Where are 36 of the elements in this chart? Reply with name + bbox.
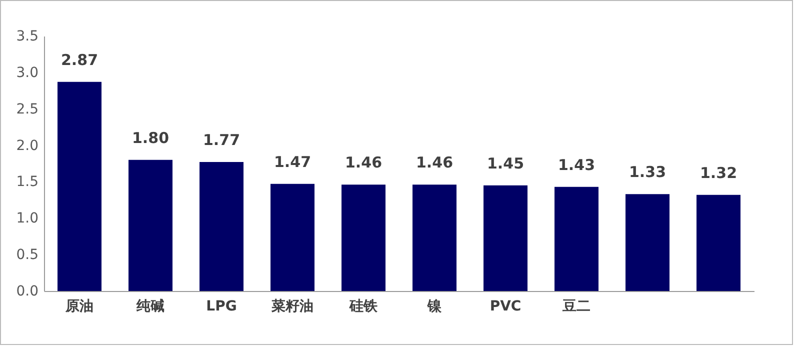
x-tick-label: 豆二 [562,298,590,314]
y-tick-label: 2.0 [16,138,38,154]
bar [58,82,102,291]
x-tick-label: LPG [206,298,237,314]
data-label: 1.32 [700,164,738,182]
data-label: 1.45 [486,154,524,172]
x-tick-label: 镍 [426,298,442,314]
bar [200,162,244,291]
x-tick-label: 硅铁 [348,298,378,314]
data-label: 1.46 [416,154,454,172]
data-label: 1.77 [202,131,240,150]
x-tick-label: PVC [490,298,522,314]
data-label: 2.87 [60,50,98,69]
data-label: 1.46 [344,154,382,172]
x-tick-label: 纯碱 [136,298,164,314]
data-label: 1.80 [132,128,170,147]
x-tick-label: 菜籽油 [270,298,314,314]
y-tick-label: 1.5 [16,174,38,190]
bar [342,184,386,291]
bar [554,186,598,291]
y-tick-label: 1.0 [16,210,38,227]
bar [626,194,670,291]
y-tick-label: 2.5 [16,101,38,118]
bar [270,184,314,291]
y-tick-label: 0.0 [16,284,38,300]
data-label: 1.33 [628,163,666,182]
y-tick-label: 3.5 [16,28,38,44]
bar [128,160,172,291]
data-label: 1.47 [274,152,312,171]
data-label: 1.43 [558,156,596,174]
x-tick-label: 原油 [64,298,94,314]
bar [696,194,740,291]
y-tick-label: 3.0 [16,64,38,81]
bar [484,185,528,291]
y-tick-label: 0.5 [16,247,38,264]
bar [412,184,456,291]
